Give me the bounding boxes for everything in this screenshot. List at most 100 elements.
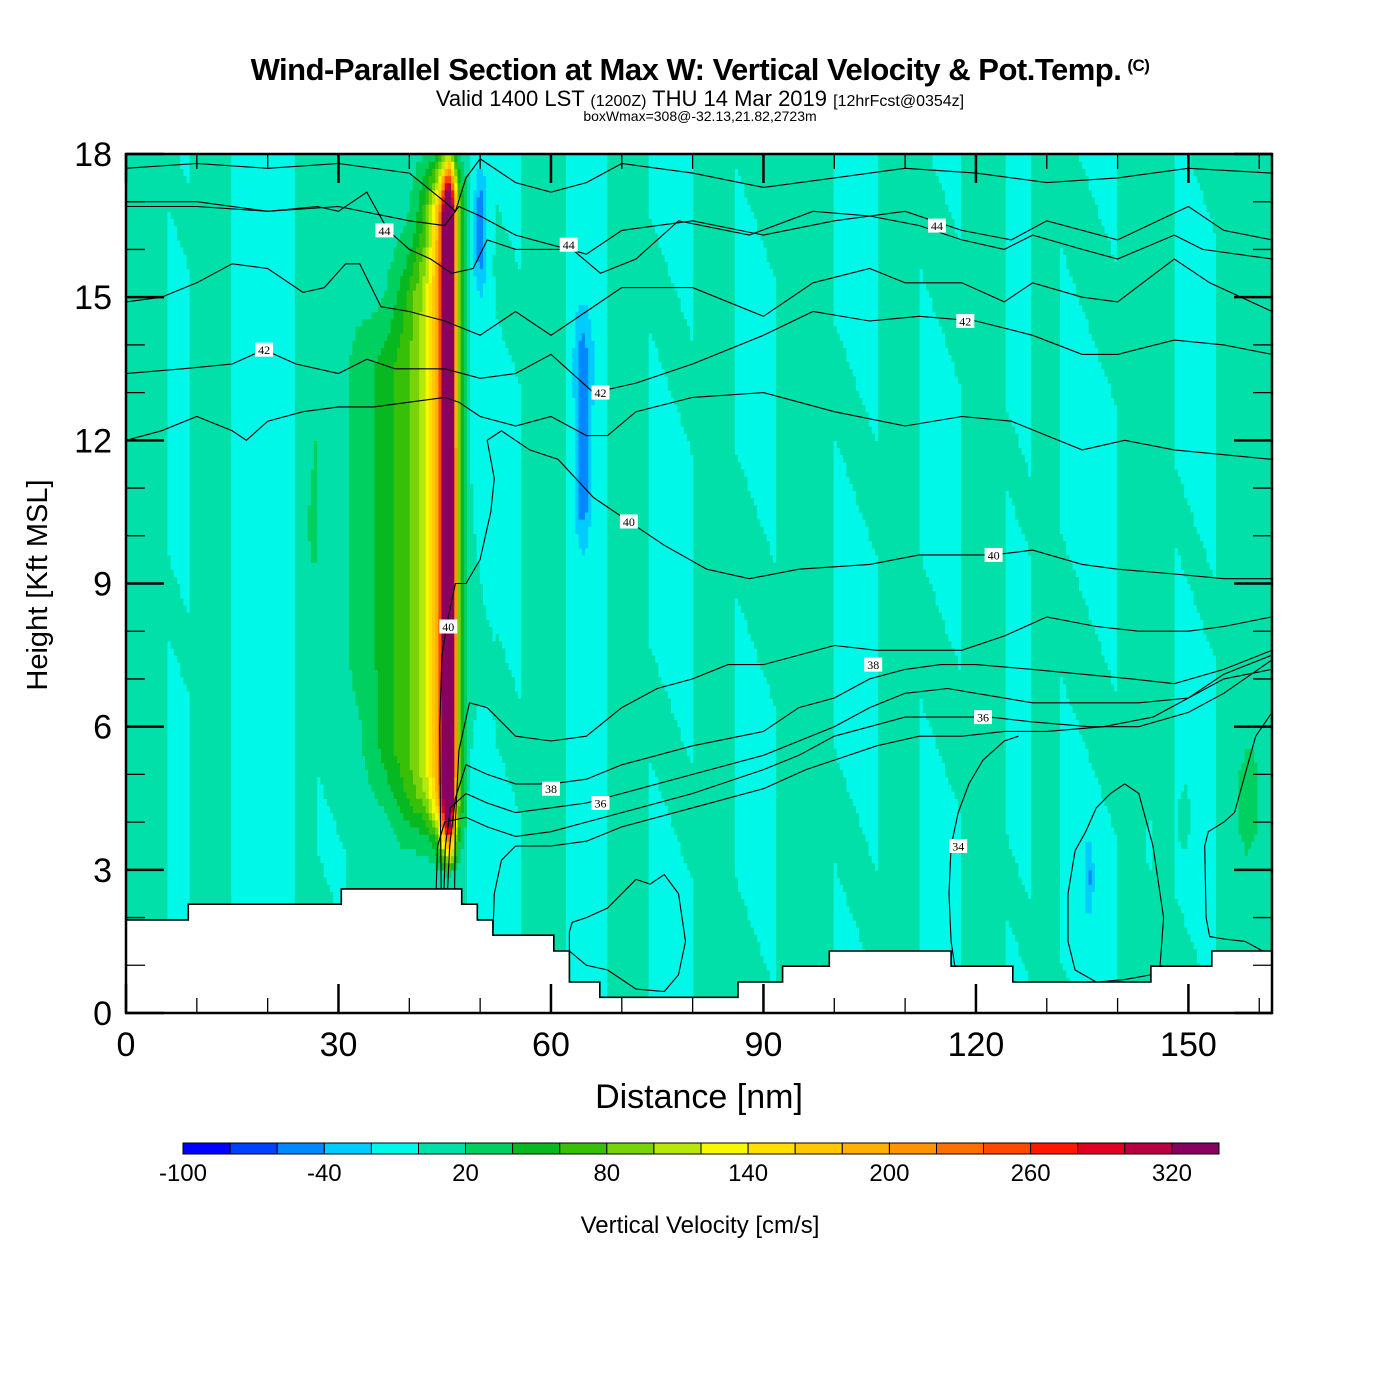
velocity-cell xyxy=(444,826,449,835)
colorbar-swatch xyxy=(700,1142,749,1155)
contour-label-text: 34 xyxy=(952,840,964,854)
velocity-cell xyxy=(1072,282,1077,570)
velocity-cell xyxy=(578,519,583,549)
velocity-cell xyxy=(412,812,417,828)
velocity-cell xyxy=(438,261,443,785)
velocity-cell xyxy=(422,834,427,857)
colorbar-tick-label: 320 xyxy=(1152,1160,1192,1187)
chart-annotation: boxWmax=308@-32.13,21.82,2723m xyxy=(583,108,817,124)
velocity-cell xyxy=(441,154,446,162)
colorbar-swatch xyxy=(465,1142,514,1155)
velocity-cell xyxy=(498,211,503,327)
velocity-cell xyxy=(1114,261,1118,406)
velocity-cell xyxy=(307,540,312,1013)
velocity-cell xyxy=(690,762,694,878)
contour-label-text: 44 xyxy=(931,219,943,233)
velocity-cell xyxy=(1082,311,1086,599)
velocity-cell xyxy=(1091,340,1096,627)
velocity-cell xyxy=(750,640,755,928)
velocity-cell xyxy=(773,275,777,563)
velocity-cell xyxy=(871,862,876,978)
velocity-cell xyxy=(945,347,949,635)
velocity-cell xyxy=(903,154,908,1013)
y-tick-label: 3 xyxy=(93,852,112,890)
velocity-cell xyxy=(951,154,956,219)
y-tick-label: 0 xyxy=(93,995,112,1033)
velocity-cell xyxy=(298,154,302,1013)
velocity-cell xyxy=(744,196,749,477)
velocity-cell xyxy=(393,154,398,248)
velocity-cell xyxy=(1126,154,1131,1013)
velocity-cell xyxy=(1130,154,1134,1013)
velocity-cell xyxy=(412,783,417,814)
colorbar-swatch xyxy=(512,1142,561,1155)
velocity-cell xyxy=(1107,669,1112,814)
velocity-cell xyxy=(451,819,455,828)
velocity-cell xyxy=(1043,154,1048,1013)
velocity-cell xyxy=(677,411,682,728)
contour-label-box xyxy=(619,514,638,529)
velocity-cell xyxy=(183,154,188,177)
velocity-cell xyxy=(699,154,704,1013)
velocity-cell xyxy=(941,189,946,334)
terrain-profile xyxy=(125,888,1273,1014)
velocity-cell xyxy=(919,154,924,270)
velocity-field xyxy=(126,154,1272,1013)
velocity-cell xyxy=(342,848,347,928)
velocity-cell xyxy=(451,161,455,169)
velocity-cell xyxy=(588,154,592,320)
velocity-cell xyxy=(1069,154,1074,277)
velocity-cell xyxy=(680,855,685,1013)
velocity-cell xyxy=(454,189,459,198)
velocity-cell xyxy=(409,247,414,277)
velocity-cell xyxy=(1024,154,1029,463)
velocity-cell xyxy=(585,304,589,348)
theta-contour-line xyxy=(492,668,1272,936)
velocity-cell xyxy=(1091,862,1096,892)
velocity-cell xyxy=(425,798,430,814)
velocity-cell xyxy=(671,712,675,828)
colorbar-swatch xyxy=(1171,1142,1220,1155)
velocity-cell xyxy=(412,232,417,262)
velocity-cell xyxy=(419,161,423,191)
velocity-cell xyxy=(524,154,529,1013)
velocity-cell xyxy=(419,776,423,799)
theta-contour-line xyxy=(454,616,1272,889)
velocity-cell xyxy=(1193,526,1198,606)
velocity-cell xyxy=(483,175,487,284)
velocity-cell xyxy=(349,154,353,355)
velocity-cell xyxy=(852,805,857,921)
velocity-cell xyxy=(409,805,414,828)
velocity-cell xyxy=(416,798,420,814)
contour-label: 44 xyxy=(559,237,578,252)
velocity-cell xyxy=(454,862,459,871)
velocity-cell xyxy=(1123,154,1128,1013)
velocity-cell xyxy=(1066,554,1070,699)
velocity-cell xyxy=(687,440,691,756)
velocity-cell xyxy=(444,182,449,191)
velocity-cell xyxy=(186,154,191,184)
velocity-cell xyxy=(454,161,459,169)
velocity-cell xyxy=(1066,268,1070,556)
velocity-cell xyxy=(1069,562,1074,706)
velocity-cell xyxy=(447,182,452,191)
velocity-cell xyxy=(527,154,532,1013)
velocity-cell xyxy=(1024,461,1029,542)
velocity-cell xyxy=(938,612,943,756)
velocity-cell xyxy=(511,361,516,678)
velocity-cell xyxy=(1184,154,1188,499)
velocity-cell xyxy=(314,154,318,441)
velocity-cell xyxy=(511,791,516,1013)
velocity-cell xyxy=(1104,375,1109,663)
velocity-cell xyxy=(1241,762,1246,842)
velocity-cell xyxy=(419,154,423,162)
velocity-cell xyxy=(833,154,838,327)
velocity-cell xyxy=(945,154,949,205)
velocity-cell xyxy=(843,154,847,348)
velocity-cell xyxy=(951,361,956,649)
contour-label-box xyxy=(864,657,883,672)
velocity-cell xyxy=(763,154,768,248)
velocity-cell xyxy=(575,533,580,1013)
velocity-cell xyxy=(690,154,694,341)
